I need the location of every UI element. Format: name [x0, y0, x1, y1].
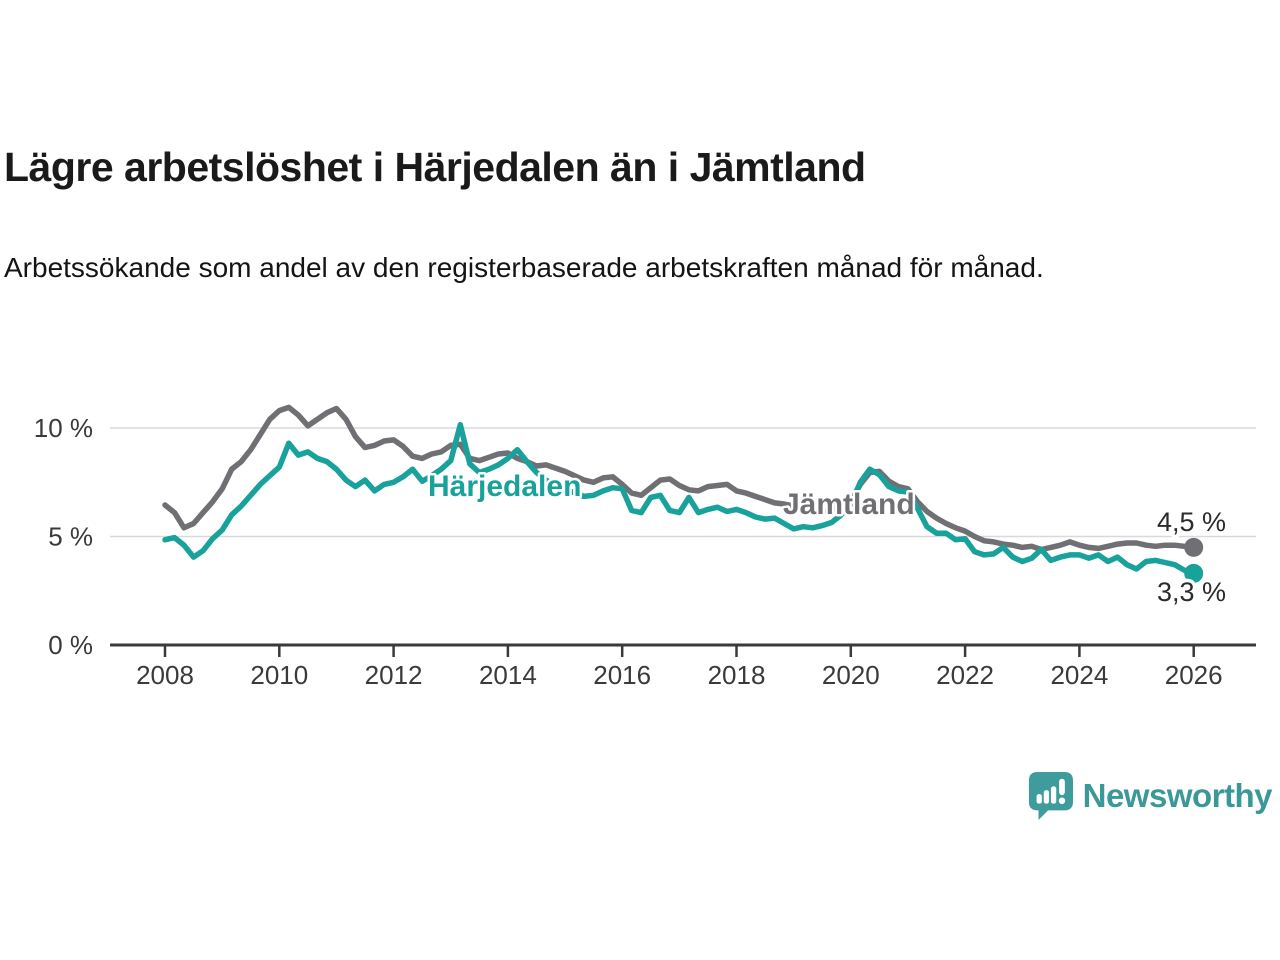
x-axis-tick-label: 2020	[822, 660, 880, 690]
newsworthy-brand-text: Newsworthy	[1082, 777, 1273, 814]
chart-subtitle: Arbetssökande som andel av den registerb…	[4, 252, 1044, 283]
chart-annotations: Härjedalen Jämtland 4,5 % 3,3 %	[426, 468, 1230, 611]
x-axis-tick-label: 2022	[936, 660, 994, 690]
plot-layer: 0 % 5 % 10 % 2008 2010 2012 2014 2016 2018 2020 20…	[34, 404, 1256, 690]
series-line-hrjedalen	[162, 421, 1197, 577]
x-axis-tick-label: 2018	[708, 660, 766, 690]
y-axis-tick-label: 0 %	[48, 630, 93, 660]
end-value-label-harjedalen: 3,3 %	[1157, 577, 1226, 607]
series-end-dot-hrjedalen	[1184, 563, 1204, 583]
y-axis-tick-label: 5 %	[48, 522, 93, 552]
x-axis-tick-label: 2024	[1050, 660, 1108, 690]
series-label-harjedalen: Härjedalen	[428, 470, 581, 503]
series-end-dot-jmtland	[1184, 537, 1204, 557]
x-axis-tick-label: 2010	[250, 660, 308, 690]
page-title: Lägre arbetslöshet i Härjedalen än i Jäm…	[4, 144, 866, 190]
newsworthy-logo-icon	[1028, 772, 1073, 820]
x-axis-tick-label: 2014	[479, 660, 537, 690]
series-label-jamtland: Jämtland	[783, 488, 915, 521]
end-value-label-jamtland: 4,5 %	[1157, 507, 1226, 537]
x-axis-tick-label: 2026	[1165, 660, 1223, 690]
x-axis-tick-label: 2016	[593, 660, 651, 690]
y-axis-tick-label: 10 %	[34, 413, 93, 443]
x-axis-tick-label: 2012	[365, 660, 423, 690]
x-axis-tick-label: 2008	[136, 660, 194, 690]
newsworthy-brand: Newsworthy	[1027, 770, 1273, 822]
series-line-jmtland	[162, 404, 1197, 553]
